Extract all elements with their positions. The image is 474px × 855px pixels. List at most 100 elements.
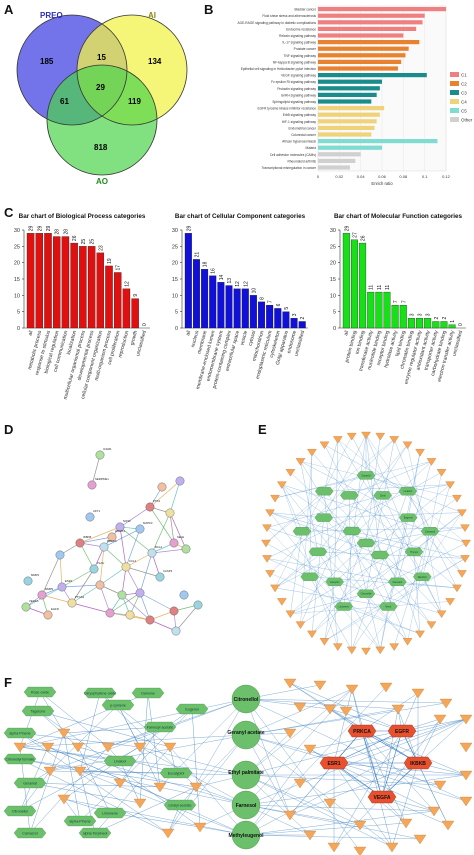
venn-count-ai-ao: 119 — [128, 97, 141, 106]
y-tick-label: 20 — [330, 261, 336, 267]
protein-node — [135, 524, 145, 534]
x-tick-label: 0 — [317, 174, 320, 179]
network-edge — [19, 732, 169, 834]
target-node — [459, 742, 473, 753]
network-edge — [274, 475, 367, 499]
protein-node — [89, 564, 99, 574]
bar — [249, 295, 257, 329]
legend-swatch — [450, 117, 459, 122]
target-node — [402, 441, 413, 450]
network-edge — [333, 762, 467, 776]
protein-label: ESR1 — [65, 579, 73, 583]
bar — [184, 233, 192, 329]
target-node — [277, 598, 287, 606]
protein-node — [181, 544, 191, 554]
key-compound-label: Methyleugenol — [228, 833, 264, 839]
y-tick-label: 25 — [14, 244, 20, 250]
data-label: 28 — [55, 229, 61, 235]
data-label: 14 — [219, 274, 225, 280]
compound-label: Citronellol — [12, 809, 28, 813]
compound-label: alpha-Pinene — [9, 731, 30, 735]
y-tick-label: 15 — [172, 277, 178, 283]
data-label: 11 — [377, 285, 383, 290]
network-edge — [79, 782, 121, 822]
target-node — [113, 778, 127, 789]
protein-node — [125, 610, 135, 620]
compound-node — [3, 805, 37, 817]
compound-node — [404, 547, 424, 556]
network-edge — [175, 604, 199, 632]
legend-swatch — [450, 81, 459, 86]
bar — [225, 285, 233, 329]
target-node — [391, 704, 405, 715]
network-edge — [381, 730, 403, 798]
target-node — [153, 782, 167, 793]
network-edge — [269, 512, 381, 556]
protein-label: NOS3 — [123, 519, 131, 523]
bar — [318, 40, 420, 45]
compound-node — [356, 471, 376, 480]
category-label: vesicle — [239, 330, 249, 347]
network-edge — [381, 708, 399, 798]
data-label: 0 — [142, 323, 148, 326]
compound-label: Carvacrol — [425, 530, 436, 533]
compound-node — [325, 577, 344, 586]
bar — [416, 318, 424, 329]
network-edge — [19, 698, 247, 748]
network-edge — [365, 527, 466, 544]
network-edge — [61, 584, 101, 588]
network-edge — [408, 517, 463, 574]
network-edge — [365, 542, 467, 594]
protein-node — [171, 626, 181, 636]
y-tick-label: 15 — [330, 277, 336, 283]
network-edge — [61, 568, 95, 588]
network-edge — [245, 774, 467, 806]
category-label: Relaxin signaling pathway — [279, 34, 316, 38]
network-edge — [139, 592, 151, 621]
category-label: IL-17 signaling pathway — [283, 41, 317, 45]
bar — [318, 59, 402, 64]
data-label: 9 — [133, 294, 139, 297]
target-node — [460, 555, 470, 563]
compound-node — [399, 513, 418, 522]
legend-label: C4 — [461, 100, 467, 105]
network-edge — [245, 686, 387, 836]
venn-count-preo-ai: 15 — [97, 53, 106, 62]
x-axis-label: Enrich ratio — [371, 181, 393, 186]
bar — [318, 145, 382, 150]
target-node — [457, 570, 467, 578]
network-edge — [300, 461, 389, 607]
y-tick-label: 10 — [330, 293, 336, 299]
network-edge — [269, 495, 350, 574]
network-edge — [351, 581, 398, 650]
bar — [318, 106, 385, 111]
compound-node — [300, 572, 319, 581]
compound-node — [370, 550, 390, 560]
target-node — [261, 539, 271, 548]
target-node — [415, 448, 425, 457]
network-edge — [324, 495, 383, 642]
network-edge — [103, 546, 127, 568]
category-label: Transcriptional misregulation in cancer — [262, 166, 317, 170]
y-tick-label: 5 — [175, 310, 178, 316]
venn-count-ai-only: 134 — [148, 57, 162, 66]
bar — [122, 288, 131, 329]
key-compound-label: Citronellol — [234, 697, 259, 703]
network-edge — [79, 770, 177, 774]
network-edge — [281, 484, 367, 594]
network-edge — [99, 566, 127, 586]
bar — [318, 139, 438, 144]
category-label: Sphingolipid signaling pathway — [272, 100, 316, 104]
target-node — [293, 702, 307, 713]
compound-target-network: Rose oxide Caryophyllene oxide Damone Taget… — [3, 678, 473, 855]
category-label: Bladder cancer — [295, 8, 317, 12]
network-edge — [324, 558, 466, 642]
protein-node — [117, 590, 127, 600]
legend-label: C2 — [461, 82, 467, 87]
protein-label: AKT1 — [93, 509, 100, 513]
network-edge — [333, 718, 467, 764]
network-edge — [19, 758, 169, 834]
hub-target-label: ESR1 — [327, 761, 340, 767]
network-edge — [91, 454, 101, 486]
network-edge — [71, 568, 95, 604]
